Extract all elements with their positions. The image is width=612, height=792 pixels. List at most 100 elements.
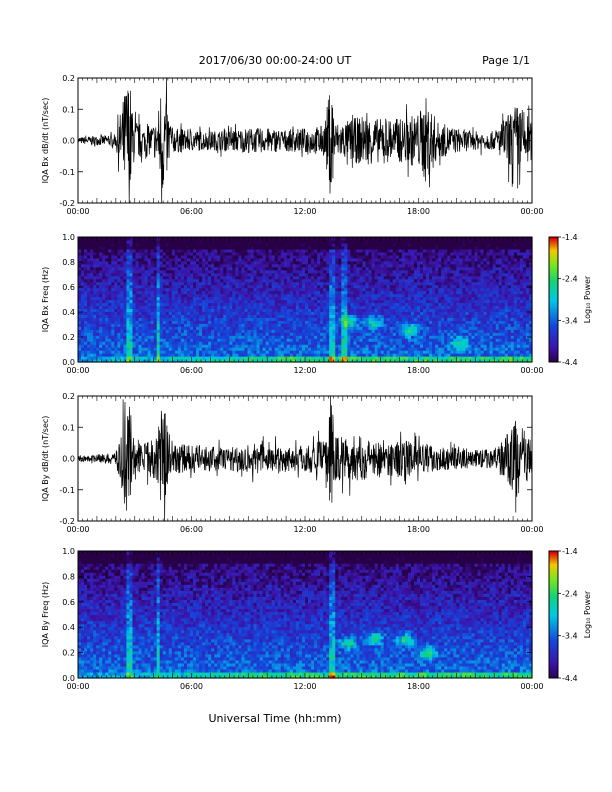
spectrogram-cell <box>180 242 185 247</box>
spectrogram-cell <box>232 329 236 333</box>
spectrogram-cell <box>344 353 348 357</box>
y-axis-title: IQA Bx dB/dt (nT/sec) <box>41 98 50 184</box>
spectrogram-cell <box>150 272 155 277</box>
spectrogram-cell <box>174 320 179 324</box>
spectrogram-cell <box>202 353 206 357</box>
spectrogram-cell <box>165 344 170 348</box>
spectrogram-cell <box>247 263 252 268</box>
spectrogram-cell <box>129 257 134 262</box>
spectrogram-cell <box>177 272 182 277</box>
spectrogram-cell <box>189 347 194 351</box>
spectrogram-cell <box>126 245 131 250</box>
spectrogram-cell <box>199 257 203 262</box>
spectrogram-cell <box>247 299 252 304</box>
spectrogram-cell <box>329 302 333 307</box>
spectrogram-cell <box>111 275 115 280</box>
spectrogram-cell <box>168 278 173 283</box>
spectrogram-cell <box>114 296 118 301</box>
spectrogram-cell <box>238 254 243 259</box>
spectrogram-cell <box>96 353 100 357</box>
spectrogram-cell <box>344 305 348 310</box>
spectrogram-cell <box>150 314 155 318</box>
spectrogram-cell <box>223 305 227 310</box>
spectrogram-cell <box>168 287 173 292</box>
spectrogram-cell <box>338 239 342 244</box>
spectrogram-cell <box>317 287 321 292</box>
spectrogram-cell <box>214 290 218 295</box>
spectrogram-cell <box>129 237 134 241</box>
spectrogram-cell <box>262 302 267 307</box>
spectrogram-cell <box>344 347 348 351</box>
spectrogram-cell <box>189 278 194 283</box>
spectrogram-cell <box>147 269 152 274</box>
spectrogram-cell <box>208 356 212 360</box>
spectrogram-cell <box>78 269 82 274</box>
spectrogram-cell <box>253 269 258 274</box>
spectrogram-cell <box>274 308 279 313</box>
spectrogram-cell <box>241 266 246 271</box>
spectrogram-cell <box>326 329 330 333</box>
spectrogram-cell <box>314 242 318 247</box>
spectrogram-cell <box>320 329 324 333</box>
spectrogram-cell <box>229 242 233 247</box>
spectrogram-cell <box>332 359 336 363</box>
spectrogram-cell <box>78 272 82 277</box>
spectrogram-cell <box>162 242 167 247</box>
spectrogram-cell <box>295 359 300 363</box>
spectrogram-cell <box>350 269 355 274</box>
spectrogram-cell <box>338 290 342 295</box>
spectrogram-cell <box>305 278 309 283</box>
spectrogram-cell <box>132 335 137 339</box>
spectrogram-cell <box>241 263 246 268</box>
spectrogram-cell <box>199 353 203 357</box>
spectrogram-cell <box>344 332 348 336</box>
spectrogram-cell <box>123 293 128 298</box>
spectrogram-cell <box>108 290 112 295</box>
spectrogram-cell <box>90 311 94 315</box>
spectrogram-cell <box>217 353 221 357</box>
spectrogram-cell <box>189 350 194 354</box>
spectrogram-cell <box>132 260 137 265</box>
spectrogram-cell <box>323 338 327 342</box>
spectrogram-cell <box>141 237 146 241</box>
spectrogram-cell <box>135 281 140 286</box>
spectrogram-cell <box>323 341 327 345</box>
spectrogram-cell <box>305 350 309 354</box>
spectrogram-cell <box>289 359 294 363</box>
spectrogram-cell <box>196 347 200 351</box>
spectrogram-cell <box>208 311 212 315</box>
spectrogram-cell <box>338 338 342 342</box>
spectrogram-cell <box>205 341 209 345</box>
spectrogram-cell <box>156 302 161 307</box>
spectrogram-cell <box>344 323 348 327</box>
spectrogram-cell <box>177 359 182 363</box>
spectrogram-cell <box>317 248 321 253</box>
spectrogram-cell <box>326 254 330 259</box>
spectrogram-cell <box>247 254 252 259</box>
spectrogram-cell <box>229 347 233 351</box>
spectrogram-cell <box>317 239 321 244</box>
spectrogram-cell <box>171 284 176 289</box>
spectrogram-cell <box>317 281 321 286</box>
spectrogram-cell <box>144 329 149 333</box>
spectrogram-cell <box>138 326 143 330</box>
spectrogram-cell <box>202 251 206 256</box>
spectrogram-cell <box>232 296 236 301</box>
spectrogram-cell <box>138 272 143 277</box>
spectrogram-cell <box>326 305 330 310</box>
spectrogram-cell <box>295 305 300 310</box>
spectrogram-cell <box>211 296 215 301</box>
spectrogram-cell <box>259 344 264 348</box>
spectrogram-cell <box>205 329 209 333</box>
spectrogram-cell <box>301 302 306 307</box>
spectrogram-cell <box>183 314 188 318</box>
spectrogram-cell <box>120 332 124 336</box>
spectrogram-cell <box>183 284 188 289</box>
spectrogram-cell <box>96 338 100 342</box>
spectrogram-cell <box>147 290 152 295</box>
spectrogram-cell <box>202 347 206 351</box>
spectrogram-cell <box>268 290 273 295</box>
spectrogram-cell <box>126 347 131 351</box>
spectrogram-cell <box>168 242 173 247</box>
spectrogram-cell <box>311 290 315 295</box>
